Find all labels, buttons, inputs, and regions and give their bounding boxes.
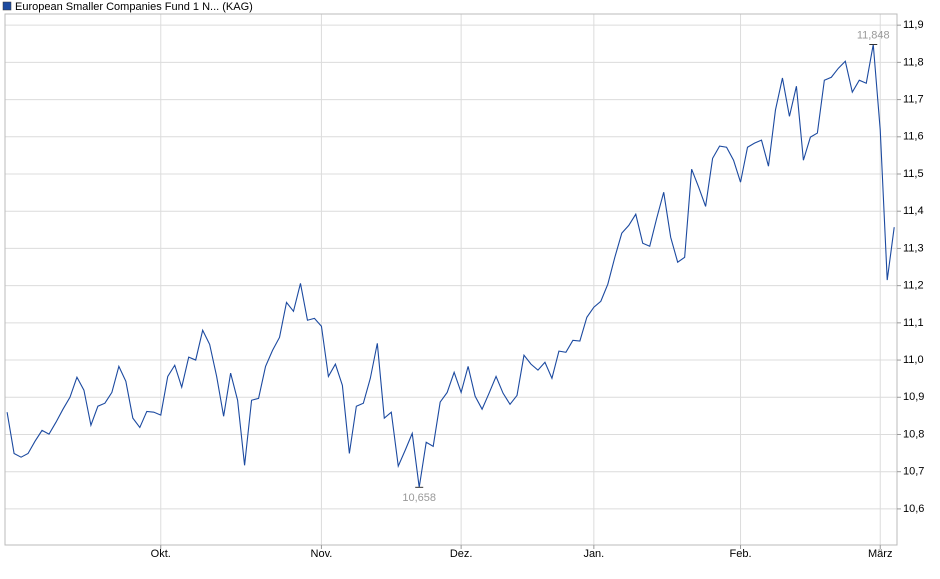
y-tick-label: 11,7 <box>903 93 924 105</box>
y-tick-label: 11,0 <box>903 354 924 366</box>
x-tick-label: Feb. <box>730 548 752 560</box>
annotation: 11,848 <box>857 29 890 41</box>
y-tick-label: 10,8 <box>903 428 924 440</box>
annotation: 10,658 <box>402 492 436 504</box>
line-series <box>6 44 895 488</box>
x-tick-label: Dez. <box>450 548 473 560</box>
y-tick-label: 10,7 <box>903 466 924 478</box>
legend-label: European Smaller Companies Fund 1 N... (… <box>15 1 253 13</box>
y-tick-label: 11,6 <box>903 131 924 143</box>
x-tick-label: Okt. <box>151 548 171 560</box>
y-tick-label: 11,3 <box>903 242 924 254</box>
y-tick-label: 11,9 <box>903 19 924 31</box>
y-tick-label: 11,5 <box>903 168 924 180</box>
plot-frame <box>4 13 898 546</box>
y-tick-label: 11,1 <box>903 317 924 329</box>
x-tick-label: März <box>868 548 892 560</box>
y-tick-label: 10,6 <box>903 503 924 515</box>
y-tick-label: 11,2 <box>903 280 924 292</box>
y-tick-label: 11,4 <box>903 205 924 217</box>
legend-swatch <box>2 1 12 11</box>
x-tick-label: Jan. <box>583 548 604 560</box>
y-tick-label: 11,8 <box>903 56 924 68</box>
y-tick-label: 10,9 <box>903 391 924 403</box>
x-tick-label: Nov. <box>311 548 333 560</box>
